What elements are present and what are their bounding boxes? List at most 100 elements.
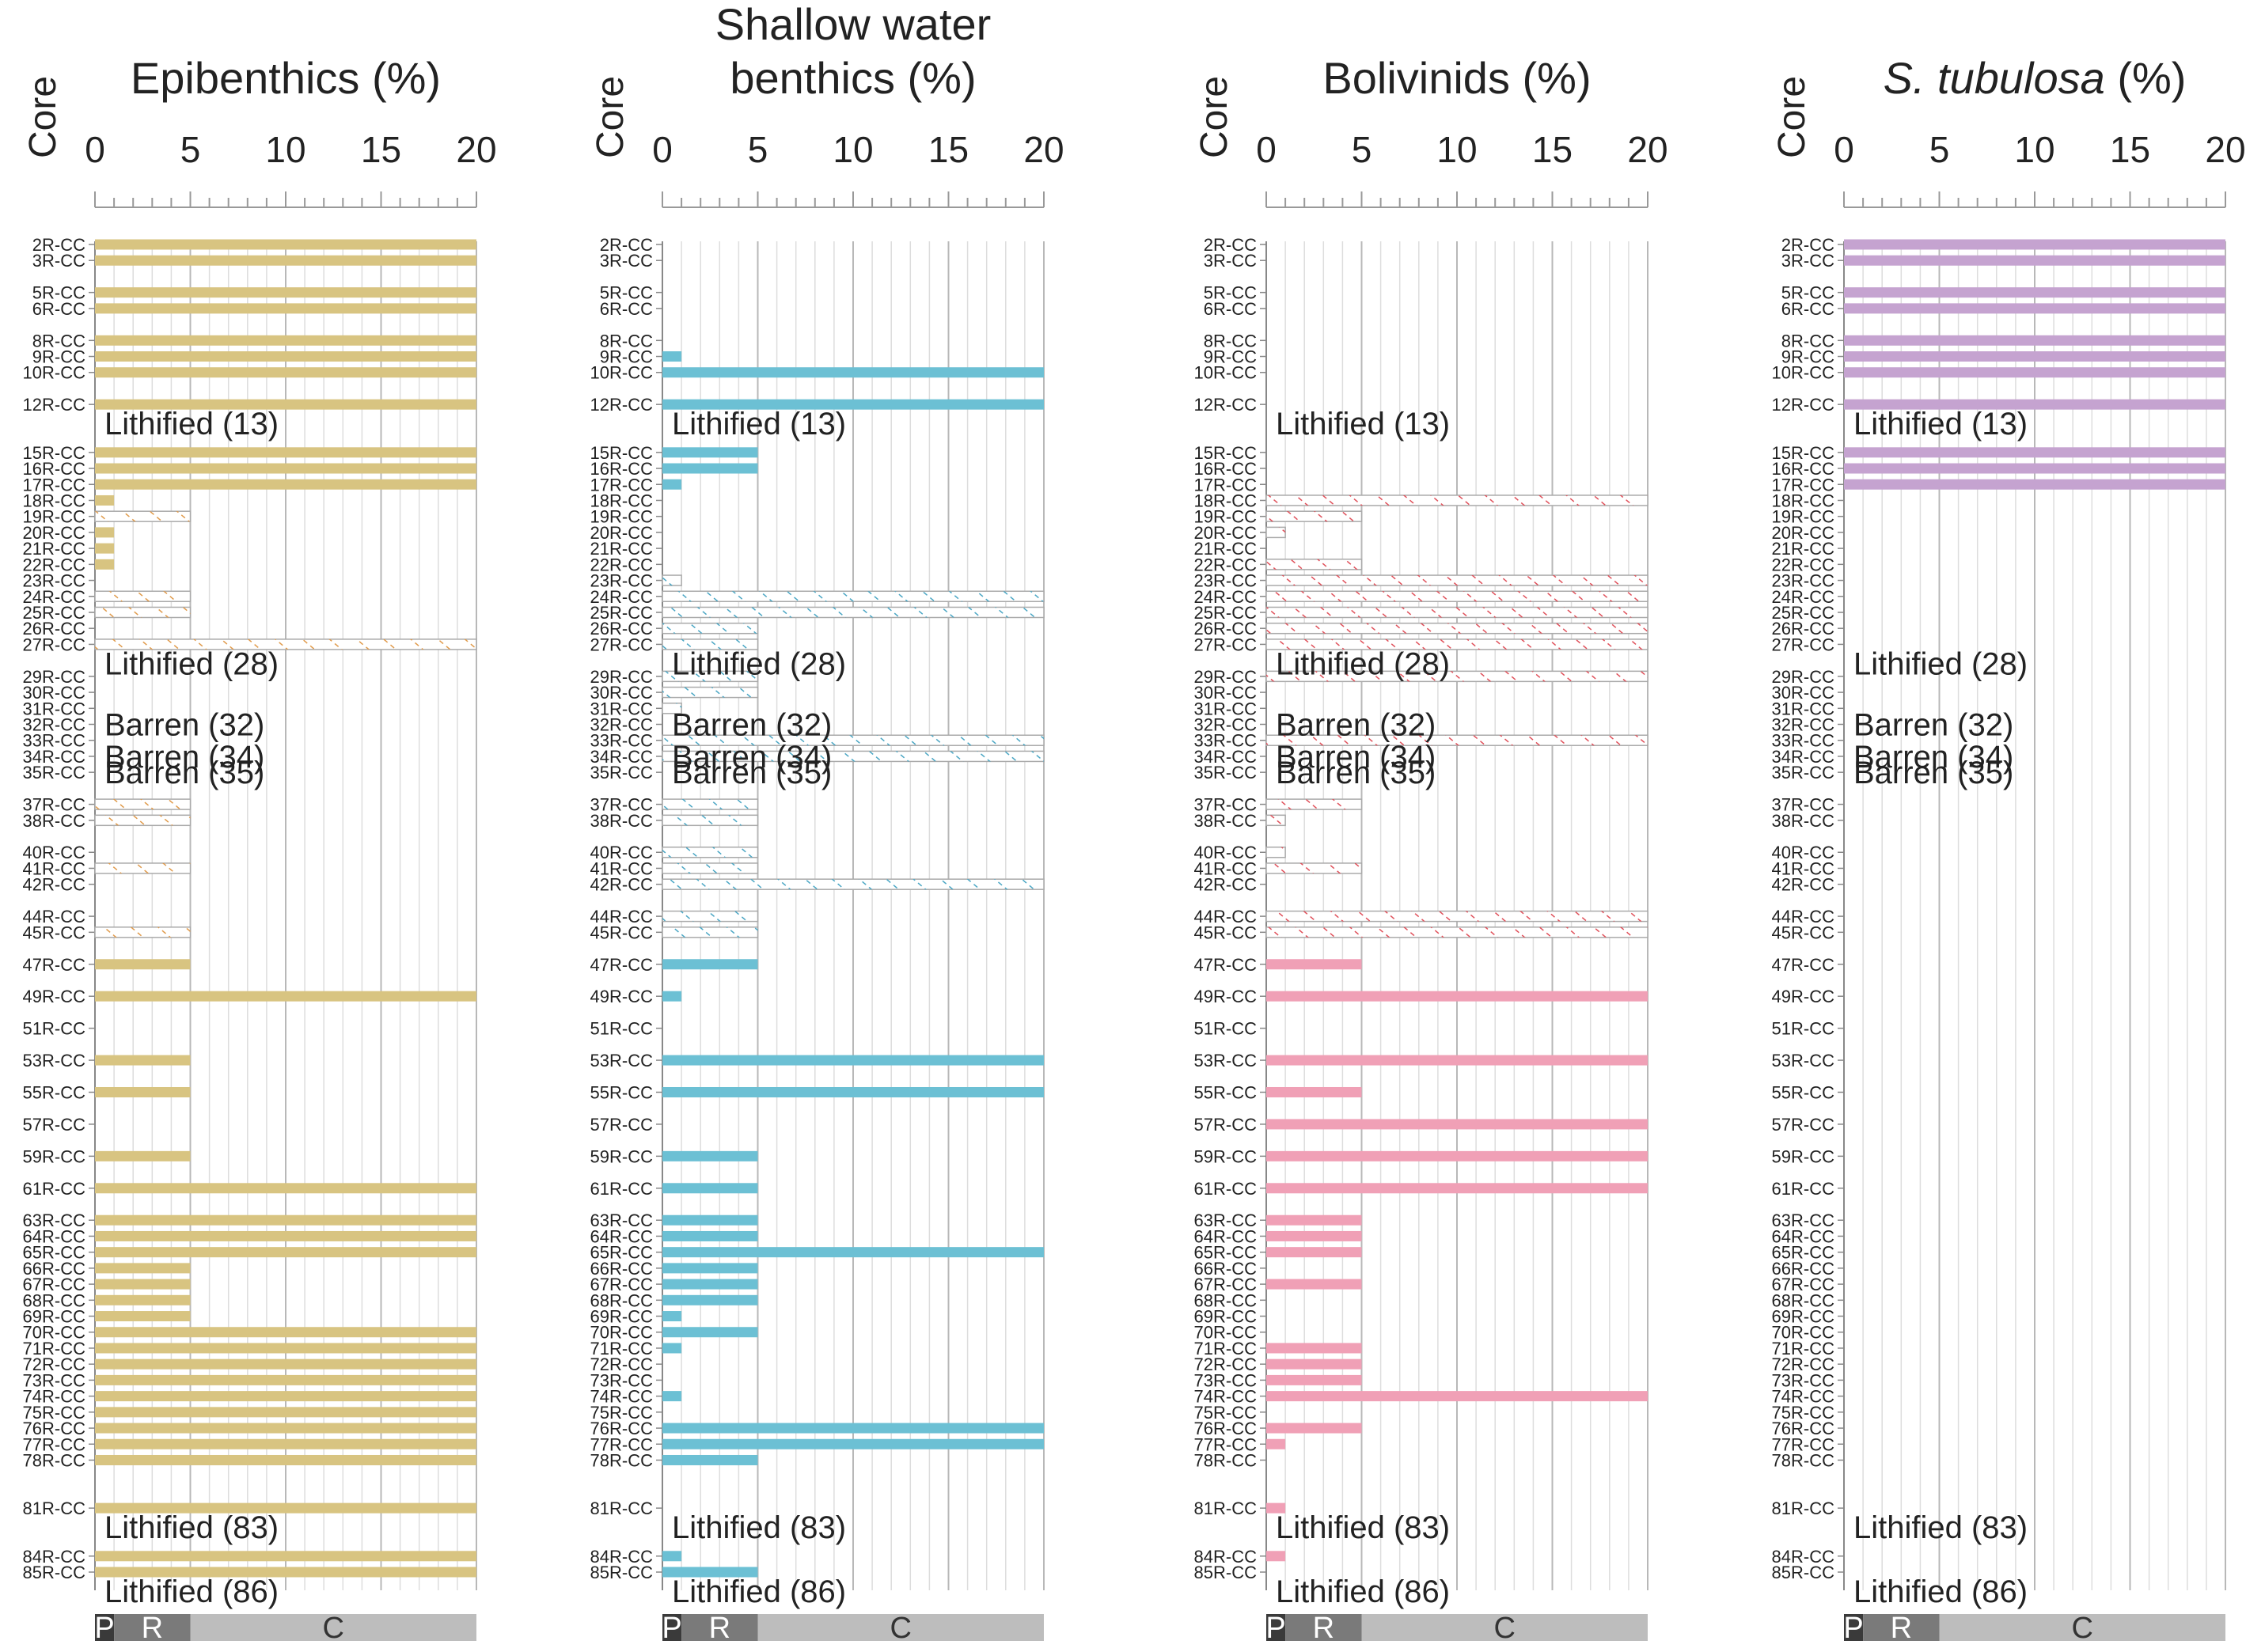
annotation: Lithified (28)	[1853, 646, 2028, 681]
core-label: 24R-CC	[590, 587, 654, 607]
core-label: 33R-CC	[1772, 731, 1835, 751]
bar-hatch-25r-cc	[1266, 607, 1648, 618]
core-label: 20R-CC	[1194, 523, 1258, 543]
bar-hatch-29r-cc	[662, 671, 758, 682]
bar-hatch-34r-cc	[662, 751, 1044, 762]
core-label: 49R-CC	[1194, 987, 1258, 1006]
annotation: Lithified (13)	[672, 407, 846, 441]
core-label: 68R-CC	[590, 1290, 654, 1310]
bar-66r-cc	[95, 1263, 191, 1274]
core-label: 47R-CC	[1194, 955, 1258, 975]
core-label: 15R-CC	[1194, 443, 1258, 463]
core-label: 29R-CC	[1194, 667, 1258, 687]
core-label: 78R-CC	[1194, 1450, 1258, 1470]
core-label: 73R-CC	[1194, 1370, 1258, 1390]
bar-6r-cc	[1844, 303, 2225, 314]
core-label: 70R-CC	[1194, 1323, 1258, 1343]
core-label: 37R-CC	[590, 795, 654, 815]
core-label: 70R-CC	[590, 1323, 654, 1343]
core-label: 23R-CC	[1772, 571, 1835, 591]
bar-59r-cc	[1266, 1150, 1648, 1161]
core-label: 8R-CC	[1781, 331, 1834, 350]
core-label: 6R-CC	[1204, 299, 1257, 319]
annotation: Barren (35)	[672, 756, 832, 790]
core-label: 17R-CC	[1194, 475, 1258, 494]
core-label: 47R-CC	[1772, 955, 1835, 975]
core-label: 65R-CC	[23, 1243, 86, 1263]
core-label: 18R-CC	[590, 491, 654, 510]
core-label: 32R-CC	[1194, 715, 1258, 735]
core-label: 74R-CC	[590, 1387, 654, 1407]
core-label: 72R-CC	[1194, 1355, 1258, 1374]
annotation: Lithified (13)	[104, 407, 279, 441]
core-label: 63R-CC	[23, 1211, 86, 1230]
x-tick-label: 10	[2014, 129, 2054, 170]
bar-61r-cc	[95, 1183, 476, 1194]
core-label: 61R-CC	[1194, 1179, 1258, 1199]
bar-65r-cc	[662, 1247, 1044, 1258]
annotation: Lithified (86)	[672, 1574, 846, 1609]
annotation: Barren (34)	[1853, 740, 2013, 775]
annotation: Barren (34)	[104, 740, 264, 775]
core-label: 34R-CC	[1194, 747, 1258, 767]
core-label: 76R-CC	[590, 1419, 654, 1438]
bar-55r-cc	[95, 1086, 191, 1097]
core-label: 25R-CC	[1194, 603, 1258, 623]
core-label: 81R-CC	[23, 1499, 86, 1518]
core-label: 16R-CC	[23, 459, 86, 479]
core-label: 76R-CC	[1194, 1419, 1258, 1438]
core-label: 22R-CC	[1772, 555, 1835, 574]
panel-title: Shallow water	[715, 0, 992, 49]
bar-61r-cc	[1266, 1183, 1648, 1194]
x-tick-label: 15	[2110, 129, 2150, 170]
abundance-c	[190, 1614, 476, 1641]
core-label: 70R-CC	[1772, 1323, 1835, 1343]
core-label: 22R-CC	[23, 555, 86, 574]
bar-64r-cc	[1266, 1230, 1362, 1241]
bar-68r-cc	[662, 1294, 758, 1305]
panel-title: benthics (%)	[730, 53, 976, 103]
core-label: 66R-CC	[23, 1259, 86, 1279]
core-label: 24R-CC	[1772, 587, 1835, 607]
core-label: 74R-CC	[1194, 1387, 1258, 1407]
core-label: 74R-CC	[1772, 1387, 1835, 1407]
annotation: Lithified (83)	[104, 1510, 279, 1545]
annotation: Lithified (86)	[1276, 1574, 1450, 1609]
core-label: 53R-CC	[1194, 1051, 1258, 1070]
core-label: 32R-CC	[590, 715, 654, 735]
x-tick-label: 10	[265, 129, 305, 170]
core-label: 68R-CC	[23, 1290, 86, 1310]
x-tick-label: 0	[1834, 129, 1854, 170]
core-label: 44R-CC	[1772, 907, 1835, 926]
bar-81r-cc	[95, 1502, 476, 1514]
core-label: 59R-CC	[1194, 1146, 1258, 1166]
core-label: 10R-CC	[590, 363, 654, 383]
annotation: Barren (32)	[1853, 708, 2013, 743]
bar-hatch-19r-cc	[1266, 511, 1362, 522]
bar-2r-cc	[1844, 239, 2225, 250]
x-tick-label: 5	[180, 129, 201, 170]
core-label: 20R-CC	[23, 523, 86, 543]
annotation: Lithified (28)	[104, 646, 279, 681]
bar-64r-cc	[95, 1230, 476, 1241]
core-label: 5R-CC	[1204, 283, 1257, 303]
bar-84r-cc	[662, 1551, 682, 1562]
bar-53r-cc	[662, 1055, 1044, 1066]
bar-10r-cc	[95, 367, 476, 378]
annotation: Lithified (13)	[1276, 407, 1450, 441]
bar-69r-cc	[95, 1311, 191, 1322]
core-label: 10R-CC	[23, 363, 86, 383]
bar-12r-cc	[95, 399, 476, 410]
core-label: 72R-CC	[1772, 1355, 1835, 1374]
core-label: 6R-CC	[600, 299, 653, 319]
bar-71r-cc	[1266, 1343, 1362, 1354]
x-tick-label: 5	[1352, 129, 1372, 170]
bar-81r-cc	[1266, 1502, 1286, 1514]
bar-85r-cc	[662, 1567, 758, 1578]
core-label: 51R-CC	[23, 1019, 86, 1039]
core-label: 12R-CC	[590, 395, 654, 415]
core-label: 45R-CC	[590, 923, 654, 942]
core-label: 8R-CC	[1204, 331, 1257, 350]
bar-74r-cc	[1266, 1391, 1648, 1402]
core-label: 35R-CC	[1772, 763, 1835, 782]
